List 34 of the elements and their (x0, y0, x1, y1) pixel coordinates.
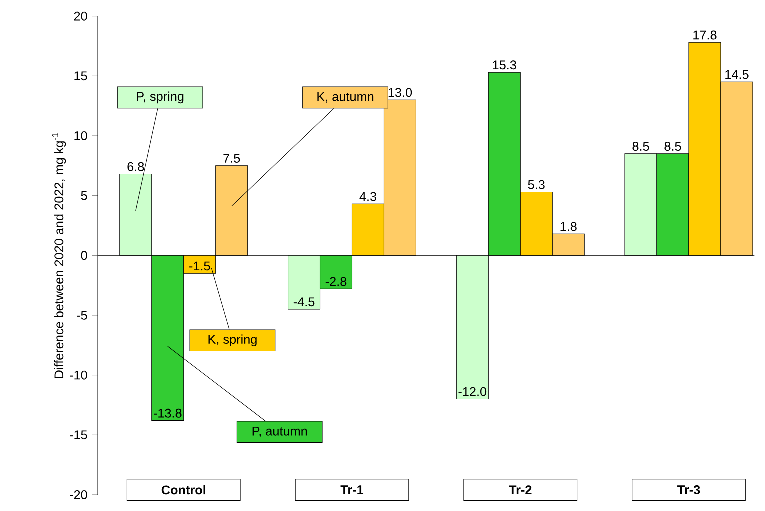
data-label: -12.0 (458, 387, 487, 396)
data-label: 17.8 (694, 30, 717, 40)
data-label: -4.5 (294, 298, 315, 307)
data-label: -13.8 (154, 408, 182, 418)
y-tick-label: 15 (74, 72, 88, 81)
y-tick-label: 0 (81, 251, 88, 260)
text: P, autumn (252, 426, 308, 438)
data-label: 5.3 (528, 180, 545, 190)
x-tick-label: Tr-2 (509, 486, 532, 494)
x-tick-label: Tr-3 (678, 486, 700, 495)
text: P, spring (137, 92, 184, 104)
y-axis-title: Difference between 2020 and 2022, mg kg$^{-1}$ (52, 133, 66, 378)
y-tick-label: -5 (77, 311, 88, 320)
text: K, spring (208, 334, 257, 347)
data-label: -2.8 (326, 277, 347, 286)
y-tick-label: -15 (70, 430, 88, 440)
data-label: 1.8 (560, 222, 577, 232)
x-tick-label: Control (162, 485, 206, 495)
data-label: -1.5 (190, 262, 210, 271)
x-tick-label: Tr-1 (340, 486, 364, 494)
y-tick-label: -10 (70, 370, 88, 380)
data-label: 7.5 (224, 154, 240, 163)
y-tick-label: 5 (81, 191, 88, 200)
y-tick-label: 20 (74, 12, 88, 21)
data-label: 13.0 (388, 88, 412, 98)
data-label: 14.5 (726, 70, 749, 80)
data-label: 15.3 (493, 60, 516, 70)
y-tick-label: 10 (74, 132, 88, 140)
data-label: 6.8 (128, 162, 144, 172)
data-label: 8.5 (664, 142, 682, 152)
series-label: K, autumn (318, 92, 374, 103)
y-tick-label: -20 (70, 490, 88, 500)
data-label: 8.5 (632, 142, 650, 152)
data-label: 4.3 (360, 192, 376, 202)
